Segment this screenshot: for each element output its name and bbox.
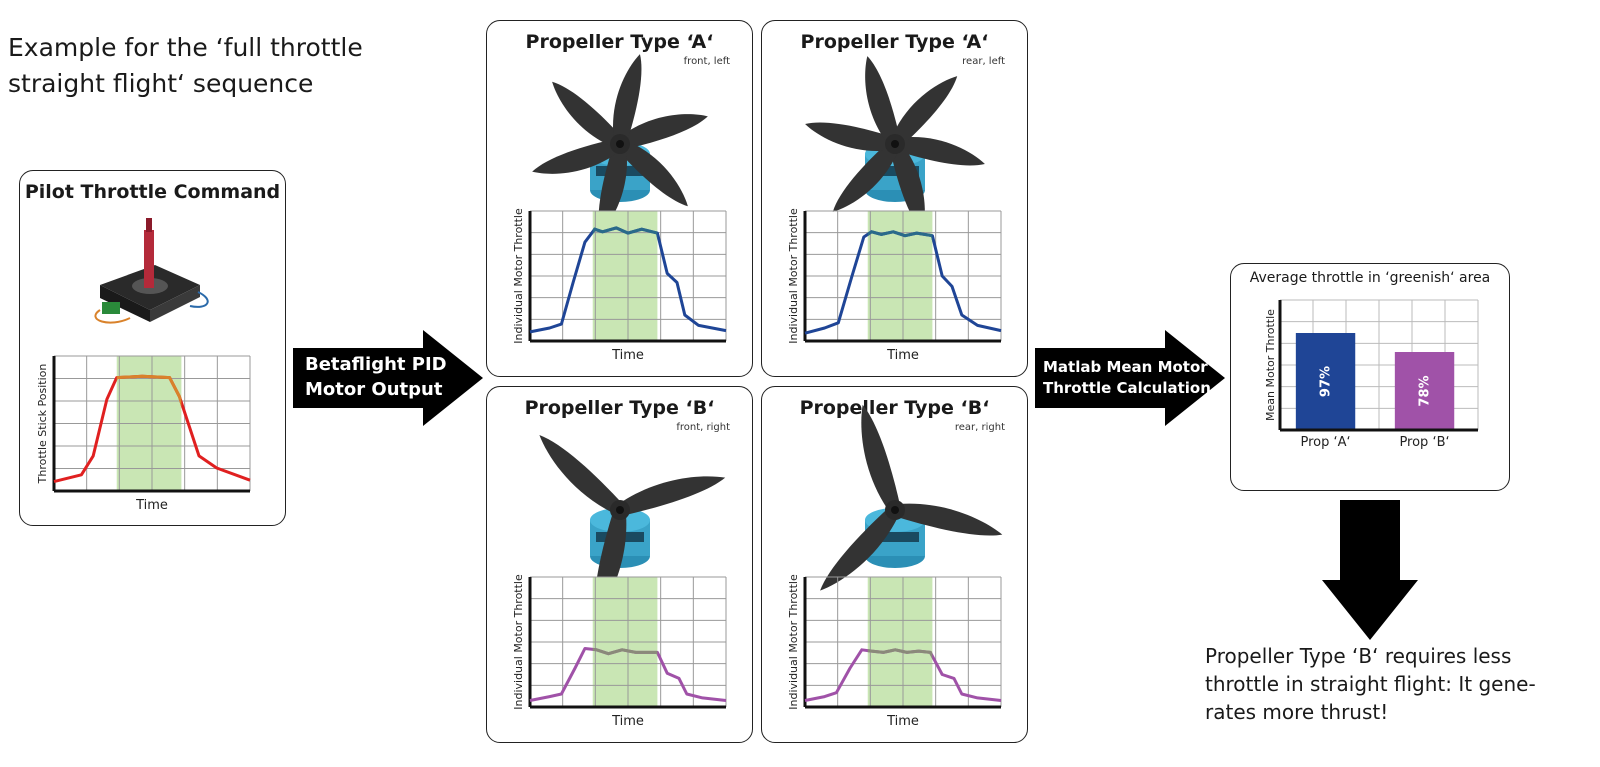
propeller-panel-title: Propeller Type ‘A‘ bbox=[800, 31, 989, 53]
title-line-2: straight flight‘ sequence bbox=[8, 69, 314, 98]
average-throttle-chart: 97% Prop ‘A‘ 78% Prop ‘B‘ Mean Motor Throttl… bbox=[1264, 299, 1479, 450]
arrow-betaflight bbox=[293, 330, 483, 426]
pilot-chart-x-label: Time bbox=[135, 498, 168, 513]
propeller-panel-position: rear, left bbox=[962, 56, 1005, 67]
average-throttle-box: Average throttle in ‘greenish‘ area bbox=[1230, 263, 1510, 491]
panel4-chart-y-label: Individual Motor Throttle bbox=[787, 574, 800, 710]
conclusion-line-3: rates more thrust! bbox=[1205, 700, 1389, 724]
panel2-chart-y-label: Individual Motor Throttle bbox=[787, 208, 800, 344]
propeller-panel-position: front, right bbox=[676, 422, 730, 433]
propeller-panel-title: Propeller Type ‘B‘ bbox=[799, 397, 990, 419]
propeller-throttle-chart: Time Individual Motor Throttle bbox=[512, 574, 727, 729]
arrow-matlab-line-1: Matlab Mean Motor bbox=[1043, 358, 1208, 376]
propeller-throttle-chart: Time Individual Motor Throttle bbox=[787, 574, 1002, 729]
page-title: Example for the ‘full throttle straight … bbox=[8, 30, 428, 102]
average-throttle-title: Average throttle in ‘greenish‘ area bbox=[1249, 270, 1491, 286]
arrow-betaflight-line-2: Motor Output bbox=[305, 379, 443, 400]
arrow-matlab bbox=[1035, 330, 1225, 426]
pilot-throttle-chart: Time Throttle Stick Position bbox=[36, 355, 251, 513]
panel2-chart-x-label: Time bbox=[886, 348, 919, 363]
arrow-matlab-line-2: Throttle Calculation bbox=[1043, 379, 1211, 397]
avg-bar-value-label: 78% bbox=[1418, 375, 1433, 406]
propeller-panel-position: rear, right bbox=[954, 422, 1005, 433]
six-blade-propeller-icon bbox=[805, 56, 985, 232]
panel3-chart-x-label: Time bbox=[611, 714, 644, 729]
panel1-chart-series-line-highlight bbox=[592, 226, 658, 240]
avg-bar bbox=[1394, 352, 1455, 430]
conclusion-line-1: Propeller Type ‘B‘ requires less bbox=[1205, 644, 1512, 668]
propeller-panel-position: front, left bbox=[683, 56, 730, 67]
avg-bar-category-label: Prop ‘B‘ bbox=[1399, 435, 1449, 450]
panel1-chart-y-label: Individual Motor Throttle bbox=[512, 208, 525, 344]
panel2-chart-series-line-highlight bbox=[867, 230, 933, 243]
panel1-chart-x-label: Time bbox=[611, 348, 644, 363]
propeller-throttle-chart: Time Individual Motor Throttle bbox=[512, 208, 727, 363]
three-blade-propeller-icon bbox=[820, 404, 1003, 591]
arrow-betaflight-line-1: Betaflight PID bbox=[305, 354, 447, 375]
panel4-chart-series-line-highlight bbox=[867, 648, 933, 660]
propeller-throttle-chart: Time Individual Motor Throttle bbox=[787, 208, 1002, 363]
pilot-chart-y-label: Throttle Stick Position bbox=[36, 364, 49, 485]
propeller-panel-title: Propeller Type ‘A‘ bbox=[525, 31, 714, 53]
avg-bar bbox=[1295, 333, 1356, 430]
panel4-chart-x-label: Time bbox=[886, 714, 919, 729]
six-blade-propeller-icon bbox=[532, 54, 708, 234]
arrow-betaflight-label: Betaflight PID Motor Output bbox=[305, 352, 447, 402]
title-line-1: Example for the ‘full throttle bbox=[8, 33, 363, 62]
gimbal-stick-icon bbox=[94, 218, 209, 324]
avg-y-label: Mean Motor Throttle bbox=[1264, 309, 1277, 421]
propeller-panel-title: Propeller Type ‘B‘ bbox=[524, 397, 715, 419]
pilot-chart-series-line-highlight bbox=[116, 374, 182, 408]
panel3-chart-series-line-highlight bbox=[592, 647, 658, 656]
three-blade-propeller-icon bbox=[539, 435, 726, 618]
pilot-throttle-title: Pilot Throttle Command bbox=[24, 181, 281, 203]
conclusion-text: Propeller Type ‘B‘ requires less throttl… bbox=[1205, 642, 1595, 726]
arrow-matlab-label: Matlab Mean Motor Throttle Calculation bbox=[1043, 357, 1211, 399]
avg-bar-category-label: Prop ‘A‘ bbox=[1300, 435, 1350, 450]
panel3-chart-y-label: Individual Motor Throttle bbox=[512, 574, 525, 710]
conclusion-line-2: throttle in straight flight: It gene- bbox=[1205, 672, 1536, 696]
avg-bar-value-label: 97% bbox=[1319, 366, 1334, 397]
arrow-down bbox=[1322, 500, 1418, 640]
